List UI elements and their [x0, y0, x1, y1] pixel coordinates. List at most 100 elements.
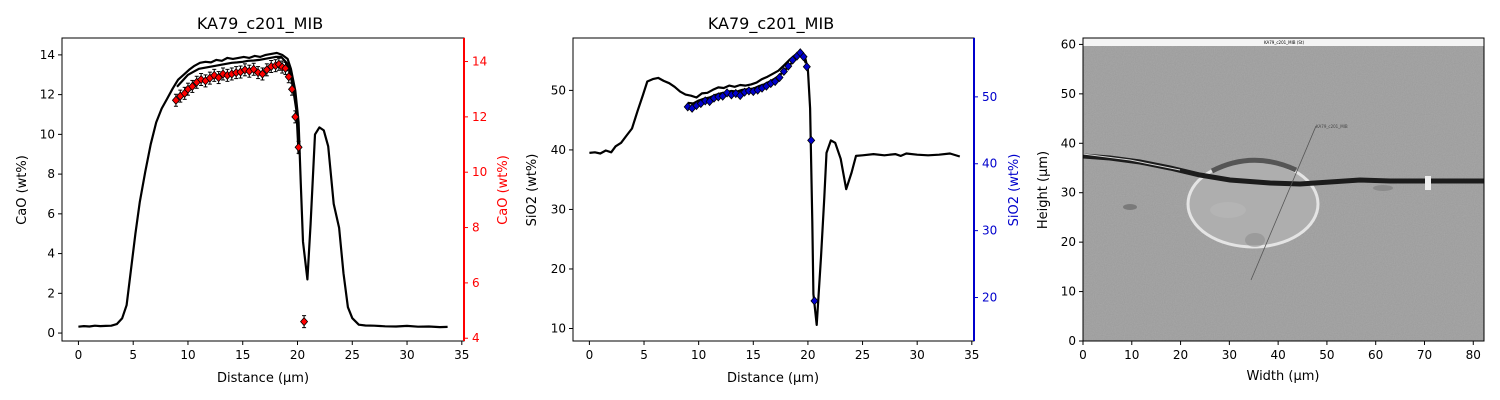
chart-cao-x-ticks: 0 5 10 15 20 25 30 35 — [75, 341, 469, 362]
profile-line — [1250, 125, 1317, 281]
chart-sio2-y2-ticks: 20 30 40 50 — [974, 90, 997, 305]
x-tick-label: 35 — [454, 348, 469, 362]
x-tick-label: 20 — [1173, 348, 1188, 362]
x-tick-label: 10 — [180, 348, 195, 362]
chart-sio2-y-ticks: 10 20 30 40 50 — [551, 83, 573, 335]
chart-cao-y2-label: CaO (wt%) — [496, 155, 511, 225]
data-point — [807, 135, 816, 145]
data-point — [799, 52, 808, 62]
y-tick-label: 4 — [47, 247, 55, 261]
y2-tick-label: 20 — [982, 291, 997, 305]
y2-tick-label: 4 — [472, 331, 480, 345]
y-tick-label: 40 — [551, 143, 566, 157]
y2-tick-label: 12 — [472, 110, 487, 124]
data-point — [779, 66, 788, 77]
y-tick-label: 6 — [47, 207, 55, 221]
y-tick-label: 60 — [1061, 37, 1076, 51]
x-tick-label: 70 — [1417, 348, 1432, 362]
chart-bse-x-ticks: 0 10 20 30 40 50 60 70 80 — [1079, 341, 1481, 362]
data-point — [197, 74, 206, 85]
y-tick-label: 10 — [551, 321, 566, 335]
x-tick-label: 10 — [691, 348, 706, 362]
chart-sio2-title: KA79_c201_MIB — [708, 14, 834, 34]
y-tick-label: 20 — [551, 262, 566, 276]
x-tick-label: 0 — [75, 348, 83, 362]
chart-bse-image: KA79_c201_MIB KA79_c201_MIB (St) 0 10 20 30… — [1036, 37, 1485, 384]
y-tick-label: 30 — [1061, 186, 1076, 200]
y2-tick-label: 50 — [982, 90, 997, 104]
x-tick-label: 5 — [640, 348, 648, 362]
y-tick-label: 50 — [1061, 87, 1076, 101]
data-point — [731, 88, 740, 99]
data-point — [258, 69, 267, 79]
y-tick-label: 0 — [1068, 334, 1076, 348]
bse-image: KA79_c201_MIB KA79_c201_MIB (St) — [1083, 38, 1484, 341]
chart-cao-y-ticks: 0 2 4 6 8 10 12 14 — [40, 48, 62, 340]
y2-tick-label: 10 — [472, 165, 487, 179]
chart-sio2: KA79_c201_MIB 0 5 10 15 20 25 30 35 1020304050 … — [525, 14, 1022, 386]
y2-tick-label: 6 — [472, 276, 480, 290]
x-tick-label: 60 — [1368, 348, 1383, 362]
data-point — [171, 95, 180, 105]
data-point — [723, 88, 732, 98]
data-point — [683, 102, 692, 112]
x-tick-label: 50 — [1319, 348, 1334, 362]
data-point — [784, 61, 793, 71]
image-label: KA79_c201_MIB — [1316, 124, 1348, 129]
series-sio2-markers — [683, 48, 819, 306]
chart-sio2-x-label: Distance (µm) — [727, 371, 819, 386]
chart-sio2-plot — [589, 48, 961, 326]
chart-bse-x-label: Width (µm) — [1247, 369, 1320, 384]
chart-sio2-y2-label: SiO2 (wt%) — [1007, 154, 1022, 227]
y2-tick-label: 8 — [472, 221, 480, 235]
chart-cao-frame — [61, 37, 465, 342]
chart-cao-title: KA79_c201_MIB — [197, 14, 323, 34]
x-tick-label: 0 — [586, 348, 594, 362]
x-tick-label: 20 — [800, 348, 815, 362]
data-point — [284, 72, 293, 82]
chart-cao-y-label: CaO (wt%) — [15, 155, 30, 225]
chart-cao: KA79_c201_MIB 0 5 10 15 20 25 30 35 0 2 4 6 8 10 12 14… — [15, 14, 511, 386]
y2-tick-label: 40 — [982, 157, 997, 171]
y-tick-label: 0 — [47, 326, 55, 340]
x-tick-label: 30 — [910, 348, 925, 362]
data-point — [254, 67, 263, 78]
data-point — [771, 76, 780, 87]
y-tick-label: 12 — [40, 88, 55, 102]
y-tick-label: 14 — [40, 48, 55, 62]
x-tick-label: 0 — [1079, 348, 1087, 362]
data-point — [775, 72, 784, 83]
x-tick-label: 15 — [746, 348, 761, 362]
chart-bse-y-label: Height (µm) — [1036, 151, 1051, 229]
data-point — [802, 62, 811, 72]
y-tick-label: 10 — [40, 127, 55, 141]
y-tick-label: 10 — [1061, 285, 1076, 299]
y-tick-label: 30 — [551, 202, 566, 216]
x-tick-label: 25 — [855, 348, 870, 362]
series-sio2-line-0 — [589, 50, 961, 326]
y-tick-label: 40 — [1061, 136, 1076, 150]
chart-cao-plot — [78, 51, 448, 329]
y-tick-label: 8 — [47, 167, 55, 181]
chart-sio2-y-label: SiO2 (wt%) — [525, 154, 540, 227]
data-point — [294, 142, 303, 152]
series-cao-line-0 — [78, 51, 448, 329]
x-tick-label: 30 — [399, 348, 414, 362]
data-point — [291, 112, 300, 122]
y-tick-label: 2 — [47, 286, 55, 300]
data-point — [188, 81, 197, 92]
data-point — [810, 296, 819, 306]
x-tick-label: 10 — [1124, 348, 1139, 362]
y2-tick-label: 14 — [472, 55, 487, 69]
chart-bse-y-ticks: 0 10 20 30 40 50 60 — [1061, 37, 1083, 348]
data-point — [788, 55, 797, 65]
chart-bse-frame — [1082, 37, 1485, 342]
image-caption: KA79_c201_MIB (St) — [1264, 40, 1305, 45]
series-cao-markers — [171, 57, 309, 329]
chart-sio2-x-ticks: 0 5 10 15 20 25 30 35 — [586, 341, 979, 362]
x-tick-label: 15 — [235, 348, 250, 362]
data-point — [274, 59, 283, 69]
x-tick-label: 30 — [1222, 348, 1237, 362]
y2-tick-label: 30 — [982, 224, 997, 238]
